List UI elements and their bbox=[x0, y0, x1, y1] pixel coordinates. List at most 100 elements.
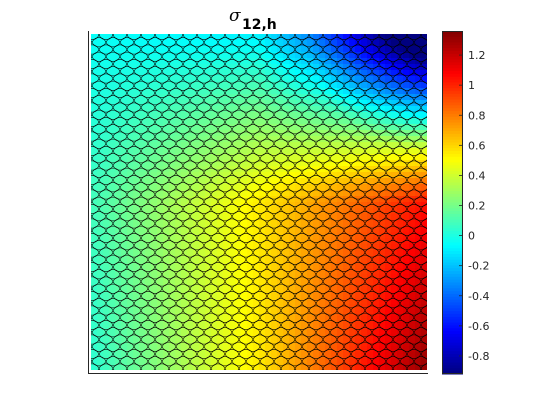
colorbar-segment bbox=[442, 199, 463, 203]
colorbar-segment bbox=[442, 96, 463, 101]
colorbar-segment bbox=[442, 196, 463, 201]
colorbar-segment bbox=[442, 262, 463, 266]
colorbar-segment bbox=[442, 371, 463, 375]
colorbar-segment bbox=[442, 316, 463, 321]
colorbar-segment bbox=[442, 268, 463, 272]
colorbar-segment bbox=[442, 156, 463, 161]
colorbar-segment bbox=[442, 225, 463, 229]
colorbar-tick-label: -0.8 bbox=[468, 350, 489, 363]
colorbar-segment bbox=[442, 165, 463, 169]
colorbar-segment bbox=[442, 211, 463, 215]
colorbar-segment bbox=[442, 342, 463, 346]
colorbar-tick-label: 0.8 bbox=[468, 109, 486, 122]
colorbar-segment bbox=[442, 216, 463, 221]
colorbar-segment bbox=[442, 205, 463, 209]
colorbar-segment bbox=[442, 345, 463, 349]
colorbar-segment bbox=[442, 173, 463, 178]
colorbar-segment bbox=[442, 153, 463, 158]
colorbar-segment bbox=[442, 228, 463, 232]
colorbar-segment bbox=[442, 245, 463, 249]
colorbar-segment bbox=[442, 193, 463, 198]
colorbar-segment bbox=[442, 339, 463, 344]
colorbar-segment bbox=[442, 333, 463, 338]
colorbar-segment bbox=[442, 65, 463, 69]
colorbar-segment bbox=[442, 53, 463, 58]
colorbar-segment bbox=[442, 139, 463, 143]
colorbar-segment bbox=[442, 176, 463, 181]
colorbar-tick-label: 0.4 bbox=[468, 169, 486, 182]
colorbar-segment bbox=[442, 253, 463, 258]
colorbar-segment bbox=[442, 251, 463, 255]
colorbar-segment bbox=[442, 265, 463, 269]
colorbar-ticks: -0.8 -0.6 -0.4 -0.2 0 0.2 0.4 0.6 0.8 1 1.2 bbox=[459, 49, 489, 363]
colorbar-segment bbox=[442, 179, 463, 183]
colorbar-tick-label: -0.4 bbox=[468, 290, 489, 303]
colorbar-segment bbox=[442, 348, 463, 352]
colorbar-segment bbox=[442, 208, 463, 212]
colorbar-segment bbox=[442, 285, 463, 289]
colorbar-segment bbox=[442, 359, 463, 364]
colorbar-tick-label: 1.2 bbox=[468, 49, 486, 62]
colorbar-segment bbox=[442, 39, 463, 43]
colorbar-segment bbox=[442, 305, 463, 309]
colorbar-segment bbox=[442, 73, 463, 78]
colorbar-segment bbox=[442, 328, 463, 332]
colorbar-segment bbox=[442, 219, 463, 224]
colorbar-segment bbox=[442, 188, 463, 192]
colorbar-segment bbox=[442, 313, 463, 318]
colorbar-segment bbox=[442, 293, 463, 298]
colorbar-tick-label: 1 bbox=[468, 79, 475, 92]
colorbar-segment bbox=[442, 242, 463, 246]
colorbar-segment bbox=[442, 368, 463, 372]
colorbar-segment bbox=[442, 122, 463, 126]
colorbar-segment bbox=[442, 91, 463, 95]
colorbar-segment bbox=[442, 231, 463, 235]
colorbar-segment bbox=[442, 353, 463, 358]
colorbar-segment bbox=[442, 151, 463, 155]
colorbar-segment bbox=[442, 59, 463, 63]
colorbar-segment bbox=[442, 145, 463, 149]
colorbar-segment bbox=[442, 71, 463, 75]
colorbar-segment bbox=[442, 108, 463, 112]
colorbar-segment bbox=[442, 93, 463, 98]
colorbar-segment bbox=[442, 102, 463, 106]
colorbar-segment bbox=[442, 162, 463, 166]
colorbar-segment bbox=[442, 356, 463, 361]
title-subscript: 12,h bbox=[242, 17, 277, 33]
colorbar-segment bbox=[442, 191, 463, 195]
colorbar-segment bbox=[442, 85, 463, 89]
colorbar-segment bbox=[442, 42, 463, 46]
colorbar-segment bbox=[442, 45, 463, 49]
colorbar-tick-label: 0.2 bbox=[468, 200, 486, 213]
colorbar-segment bbox=[442, 273, 463, 278]
colorbar-segment bbox=[442, 36, 463, 41]
colorbar-tick-label: 0 bbox=[468, 230, 475, 243]
colorbar-segment bbox=[442, 82, 463, 86]
colorbar-segment bbox=[442, 51, 463, 55]
colorbar-segment bbox=[442, 105, 463, 109]
chart-title: σ 12,h bbox=[229, 6, 277, 33]
colorbar-tick-label: -0.2 bbox=[468, 260, 489, 273]
colorbar-segment bbox=[442, 136, 463, 141]
colorbar-segment bbox=[442, 282, 463, 286]
colorbar-segment bbox=[442, 111, 463, 115]
colorbar-segment bbox=[442, 308, 463, 312]
colorbar-segment bbox=[442, 239, 463, 244]
colorbar-segment bbox=[442, 302, 463, 306]
colorbar-segment bbox=[442, 185, 463, 189]
colorbar-segment bbox=[442, 296, 463, 301]
colorbar-segment bbox=[442, 48, 463, 52]
colorbar-segment bbox=[442, 76, 463, 81]
colorbar-segment bbox=[442, 148, 463, 152]
colorbar-segment bbox=[442, 271, 463, 275]
colorbar-segment bbox=[442, 299, 463, 304]
colorbar-segment bbox=[442, 31, 463, 35]
colorbar bbox=[442, 31, 463, 375]
colorbar-segment bbox=[442, 125, 463, 129]
colorbar-segment bbox=[442, 133, 463, 138]
colorbar-segment bbox=[442, 168, 463, 172]
colorbar-segment bbox=[442, 79, 463, 83]
colorbar-segment bbox=[442, 236, 463, 241]
colorbar-segment bbox=[442, 171, 463, 175]
colorbar-segment bbox=[442, 99, 463, 103]
